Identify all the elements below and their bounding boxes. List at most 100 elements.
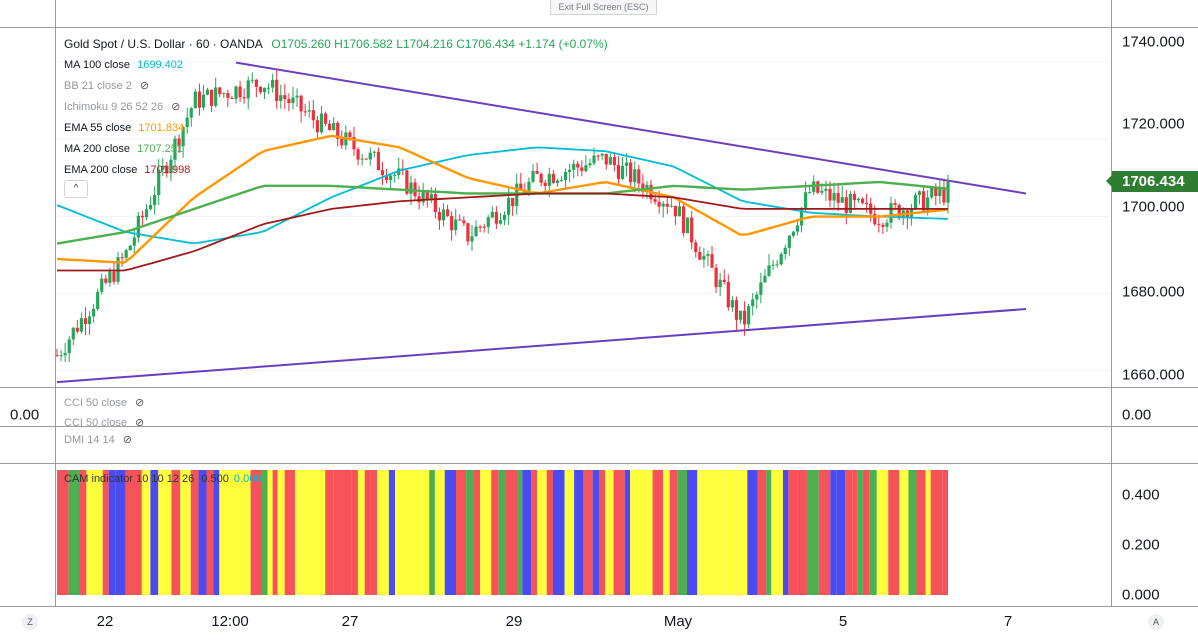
eye-hidden-icon[interactable]: ⊘ xyxy=(139,80,150,92)
candle-body xyxy=(519,183,523,190)
candle-body xyxy=(197,91,201,108)
candle-body xyxy=(360,158,364,160)
legend-row[interactable]: MA 200 close 1707.251 xyxy=(64,139,608,160)
collapse-legend-button[interactable]: ^ xyxy=(64,180,88,198)
zoom-corner-button[interactable]: Z xyxy=(22,614,38,630)
cci-legend-1[interactable]: CCI 50 close ⊘ xyxy=(64,396,144,409)
legend-row[interactable]: EMA 200 close 1701.998 xyxy=(64,160,608,181)
candle-body xyxy=(893,203,897,205)
candle-body xyxy=(531,170,535,182)
candle-body xyxy=(470,236,474,242)
candle-body xyxy=(612,157,616,166)
top-border xyxy=(0,27,1198,28)
time-tick: 27 xyxy=(341,613,359,630)
candle-body xyxy=(242,97,246,99)
auto-scale-button[interactable]: A xyxy=(1148,614,1164,630)
cam-bar xyxy=(862,470,870,595)
candle-body xyxy=(409,182,413,194)
eye-hidden-icon[interactable]: ⊘ xyxy=(171,101,181,113)
cam-bar xyxy=(351,470,358,595)
candle-body xyxy=(563,172,568,181)
cam-bar xyxy=(456,470,467,595)
candle-body xyxy=(275,79,279,101)
candle-body xyxy=(425,191,429,200)
cam-bar xyxy=(320,470,326,595)
cam-bar xyxy=(78,470,87,595)
candle-body xyxy=(795,225,800,232)
cci-left-value: 0.00 xyxy=(10,406,40,424)
candle-body xyxy=(368,152,372,160)
eye-hidden-icon[interactable]: ⊘ xyxy=(134,417,145,426)
legend-row[interactable]: MA 100 close 1699.402 xyxy=(64,55,608,76)
time-tick: 5 xyxy=(838,613,848,630)
cam-bar xyxy=(115,470,126,595)
indicator-value: 1701.834 xyxy=(135,122,185,134)
candle-body xyxy=(340,138,344,146)
symbol-row[interactable]: Gold Spot / U.S. Dollar · 60 · OANDA O17… xyxy=(64,34,608,55)
cam-bar xyxy=(190,470,199,595)
cam-bar xyxy=(713,470,725,595)
cam-bar xyxy=(498,470,506,595)
cam-bar xyxy=(57,470,69,595)
candle-body xyxy=(153,195,157,205)
candle-body xyxy=(653,199,657,202)
exit-fullscreen-button[interactable]: Exit Full Screen (ESC) xyxy=(550,0,657,15)
candle-body xyxy=(120,257,124,259)
indicator-value: 1707.251 xyxy=(134,143,183,155)
cam-bar xyxy=(677,470,687,595)
candle-body xyxy=(694,242,698,253)
candle-body xyxy=(100,278,104,292)
cam-bar xyxy=(531,470,538,595)
cam-bar xyxy=(480,470,492,595)
legend-row[interactable]: EMA 55 close 1701.834 xyxy=(64,118,608,139)
candle-body xyxy=(889,203,893,223)
eye-hidden-icon[interactable]: ⊘ xyxy=(122,434,132,446)
candle-body xyxy=(445,209,450,216)
candle-body xyxy=(376,151,381,171)
cam-legend[interactable]: CAM indicator 10 10 12 26 0.500 0.000 xyxy=(64,473,261,485)
candle-body xyxy=(633,169,637,183)
cam-bar xyxy=(150,470,159,595)
candle-body xyxy=(852,194,857,201)
legend-row[interactable]: Ichimoku 9 26 52 26 ⊘ xyxy=(64,97,608,118)
cam-bar xyxy=(942,470,948,595)
cam-bar xyxy=(108,470,116,595)
candle-body xyxy=(108,271,112,283)
cam-bar xyxy=(669,470,678,595)
ma-line xyxy=(56,146,949,244)
dmi-legend[interactable]: DMI 14 14 ⊘ xyxy=(64,433,132,446)
cam-bar xyxy=(830,470,837,595)
candle-body xyxy=(799,207,804,226)
candle-body xyxy=(543,182,547,186)
cam-bar xyxy=(158,470,165,595)
dmi-label: DMI 14 14 xyxy=(64,434,115,446)
candle-body xyxy=(897,204,901,219)
candle-body xyxy=(112,271,116,282)
candle-body xyxy=(429,194,433,200)
legend-row[interactable]: BB 21 close 2 ⊘ xyxy=(64,76,608,97)
cam-bar xyxy=(869,470,877,595)
cci-legend-2[interactable]: CCI 50 close ⊘ xyxy=(64,416,144,426)
cam-tick: 0.400 xyxy=(1122,486,1160,504)
candle-body xyxy=(210,89,214,106)
candle-body xyxy=(193,91,197,109)
time-axis-border xyxy=(0,606,1198,607)
cci-pane-separator[interactable] xyxy=(0,426,1198,427)
candle-body xyxy=(604,153,608,165)
cam-bar xyxy=(630,470,642,595)
candle-body xyxy=(315,120,319,133)
candle-body xyxy=(478,226,482,228)
candle-body xyxy=(885,222,889,227)
cam-bar xyxy=(613,470,625,595)
candle-body xyxy=(254,79,258,87)
cci-label: CCI 50 close xyxy=(64,397,127,409)
dmi-pane-separator[interactable] xyxy=(0,463,1198,464)
candle-body xyxy=(372,151,376,153)
candle-body xyxy=(824,188,828,191)
cam-bar xyxy=(141,470,151,595)
candle-body xyxy=(730,300,734,308)
eye-hidden-icon[interactable]: ⊘ xyxy=(134,397,145,409)
candle-body xyxy=(352,136,356,150)
price-pane-separator[interactable] xyxy=(0,387,1198,388)
